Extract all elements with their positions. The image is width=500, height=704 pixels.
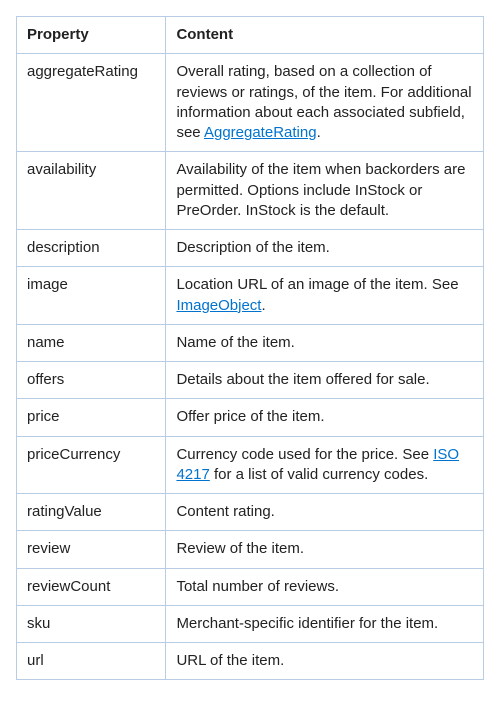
table-row: sku Merchant-specific identifier for the …: [17, 605, 484, 642]
content-cell: Location URL of an image of the item. Se…: [166, 267, 484, 325]
content-cell: Availability of the item when backorders…: [166, 152, 484, 230]
content-text: Currency code used for the price. See: [176, 446, 433, 463]
table-row: availabilityAvailability of the item whe…: [17, 152, 484, 230]
content-text: .: [261, 297, 265, 314]
content-cell: Details about the item offered for sale.: [166, 362, 484, 399]
content-text: Total number of reviews.: [176, 578, 339, 595]
table-row: price Offer price of the item.: [17, 399, 484, 436]
table-row: reviewCount Total number of reviews.: [17, 568, 484, 605]
content-cell: Description of the item.: [166, 230, 484, 267]
content-text: Merchant-specific identifier for the ite…: [176, 615, 438, 632]
table-body: aggregateRatingOverall rating, based on …: [17, 54, 484, 680]
property-cell: description: [17, 230, 166, 267]
table-header-row: Property Content: [17, 17, 484, 54]
content-link[interactable]: ImageObject: [176, 297, 261, 314]
content-text: Availability of the item when backorders…: [176, 161, 465, 219]
table-row: image Location URL of an image of the ite…: [17, 267, 484, 325]
content-cell: Merchant-specific identifier for the ite…: [166, 605, 484, 642]
content-text: Review of the item.: [176, 540, 304, 557]
content-cell: Total number of reviews.: [166, 568, 484, 605]
table-row: aggregateRatingOverall rating, based on …: [17, 54, 484, 152]
property-cell: sku: [17, 605, 166, 642]
content-cell: Offer price of the item.: [166, 399, 484, 436]
table-row: review Review of the item.: [17, 531, 484, 568]
content-text: URL of the item.: [176, 652, 284, 669]
table-row: ratingValue Content rating.: [17, 494, 484, 531]
property-cell: aggregateRating: [17, 54, 166, 152]
content-text: Offer price of the item.: [176, 408, 324, 425]
property-cell: priceCurrency: [17, 436, 166, 494]
content-cell: URL of the item.: [166, 643, 484, 680]
content-cell: Name of the item.: [166, 324, 484, 361]
content-text: .: [317, 124, 321, 141]
property-cell: image: [17, 267, 166, 325]
table-row: priceCurrencyCurrency code used for the …: [17, 436, 484, 494]
content-link[interactable]: AggregateRating: [204, 124, 317, 141]
property-cell: ratingValue: [17, 494, 166, 531]
content-text: Details about the item offered for sale.: [176, 371, 429, 388]
property-cell: availability: [17, 152, 166, 230]
property-cell: price: [17, 399, 166, 436]
content-cell: Review of the item.: [166, 531, 484, 568]
content-cell: Overall rating, based on a collection of…: [166, 54, 484, 152]
content-text: Name of the item.: [176, 334, 294, 351]
content-text: Content rating.: [176, 503, 274, 520]
table-row: name Name of the item.: [17, 324, 484, 361]
content-text: Description of the item.: [176, 239, 329, 256]
table-row: url URL of the item.: [17, 643, 484, 680]
content-text: Location URL of an image of the item. Se…: [176, 276, 458, 293]
header-content: Content: [166, 17, 484, 54]
property-cell: name: [17, 324, 166, 361]
table-row: description Description of the item.: [17, 230, 484, 267]
header-property: Property: [17, 17, 166, 54]
table-row: offers Details about the item offered for…: [17, 362, 484, 399]
property-cell: review: [17, 531, 166, 568]
content-cell: Currency code used for the price. See IS…: [166, 436, 484, 494]
property-cell: url: [17, 643, 166, 680]
content-text: for a list of valid currency codes.: [210, 466, 428, 483]
property-cell: offers: [17, 362, 166, 399]
properties-table: Property Content aggregateRatingOverall …: [16, 16, 484, 680]
property-cell: reviewCount: [17, 568, 166, 605]
content-cell: Content rating.: [166, 494, 484, 531]
